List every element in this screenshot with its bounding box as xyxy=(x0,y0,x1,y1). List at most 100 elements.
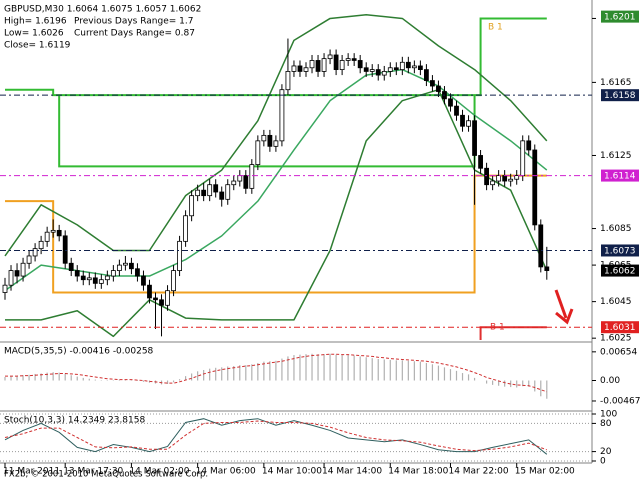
candle-body xyxy=(478,155,483,169)
candle-body xyxy=(110,270,116,277)
candle-body xyxy=(171,270,176,292)
candle-body xyxy=(147,284,152,299)
candle-body xyxy=(508,178,514,182)
candle-body xyxy=(411,65,417,69)
candle-body xyxy=(309,60,315,69)
level-box xyxy=(601,321,639,334)
candle-body xyxy=(38,240,44,250)
candle-body xyxy=(219,191,225,200)
level-label: 1.6158 xyxy=(604,91,636,101)
candle-body xyxy=(92,277,98,284)
copyright: FX2b, © 2001-2010 MetaQuotes Software Co… xyxy=(4,470,208,480)
candle-body xyxy=(116,264,122,271)
candle-body xyxy=(448,98,453,107)
candle-body xyxy=(532,149,538,226)
candle-body xyxy=(195,189,201,197)
candle-body xyxy=(44,231,50,242)
candle-body xyxy=(472,120,477,156)
candle-body xyxy=(315,60,321,72)
candle-body xyxy=(14,270,20,277)
candle-body xyxy=(363,67,369,72)
x-tick-label: 14 Mar 02:00 xyxy=(129,467,189,477)
chart-header: GBPUSD,M30 1.6064 1.6075 1.6057 1.6062 xyxy=(4,5,201,15)
candle-body xyxy=(351,58,357,61)
candle-body xyxy=(141,275,146,286)
candle-body xyxy=(526,140,532,151)
candle-body xyxy=(2,284,8,293)
x-tick-label: 15 Mar 02:00 xyxy=(515,467,575,477)
y-tick-label: 0.00654 xyxy=(600,347,637,357)
candle-body xyxy=(423,69,429,81)
candle-body xyxy=(399,61,405,71)
level-label: 1.6073 xyxy=(604,246,636,256)
candle-body xyxy=(291,65,297,72)
candle-body xyxy=(393,67,399,70)
candle-body xyxy=(436,85,441,92)
candle-body xyxy=(80,275,86,281)
candle-body xyxy=(514,175,520,180)
x-tick-label: 13 Mar 17:30 xyxy=(63,467,123,477)
candle-body xyxy=(165,290,170,306)
candle-body xyxy=(460,114,465,127)
candle-body xyxy=(123,262,128,266)
candle-body xyxy=(68,262,74,271)
level-label: 1.6114 xyxy=(604,172,636,182)
y-tick-label: 1.6125 xyxy=(600,151,632,161)
range-label: B 1 xyxy=(488,23,503,33)
candle-body xyxy=(454,105,459,116)
candle-body xyxy=(98,279,104,284)
candle-body xyxy=(129,262,134,270)
y-tick-label: -0.00467 xyxy=(600,396,640,406)
y-tick-label: 80 xyxy=(600,419,612,429)
x-tick-label: 14 Mar 10:00 xyxy=(262,467,322,477)
candle-body xyxy=(387,67,393,72)
y-tick-label: 100 xyxy=(600,410,617,420)
candle-body xyxy=(32,248,38,257)
candle-body xyxy=(484,167,490,186)
level-box xyxy=(601,244,639,257)
candle-body xyxy=(237,175,243,182)
candle-body xyxy=(417,65,423,70)
candle-body xyxy=(405,61,411,69)
candle-body xyxy=(104,275,110,281)
candle-body xyxy=(62,235,68,264)
candle-body xyxy=(544,266,550,271)
candle-body xyxy=(189,195,195,217)
candle-body xyxy=(502,175,508,182)
candle-body xyxy=(339,60,345,71)
candle-body xyxy=(231,180,237,186)
candle-body xyxy=(490,180,496,186)
annotation: Close= 1.6119 xyxy=(4,41,71,51)
candle-body xyxy=(213,184,219,193)
level-label: 1.6062 xyxy=(604,267,636,277)
candle-body xyxy=(496,175,502,182)
candle-body xyxy=(369,69,375,72)
candle-body xyxy=(56,229,62,237)
candle-body xyxy=(345,58,351,61)
panel-title: Stoch(10,3,3) 14.2349 23.8158 xyxy=(4,416,145,426)
candle-body xyxy=(201,189,207,197)
bollinger-band xyxy=(4,14,548,257)
x-tick-label: 11 Mar 2011 xyxy=(3,467,60,477)
stoch-line xyxy=(4,418,548,455)
annotation: Previous Days Range= 1.7 xyxy=(74,17,193,27)
y-tick-label: 1.6045 xyxy=(600,297,632,307)
candle-body xyxy=(285,71,291,91)
candle-body xyxy=(538,224,544,268)
level-label: 1.6201 xyxy=(604,13,636,23)
panel-title: MACD(5,35,5) -0.00416 -0.00258 xyxy=(4,347,154,357)
candle-body xyxy=(86,277,92,281)
annotation: Current Days Range= 0.87 xyxy=(74,29,195,39)
x-tick-label: 14 Mar 06:00 xyxy=(196,467,256,477)
candle-body xyxy=(135,268,140,277)
range-label: B 1 xyxy=(490,323,505,333)
candle-body xyxy=(243,175,249,189)
down-arrow xyxy=(554,289,574,325)
level-box xyxy=(601,10,639,23)
candle-body xyxy=(255,140,261,166)
candle-body xyxy=(50,229,56,233)
candle-body xyxy=(177,240,182,271)
candle-body xyxy=(466,120,471,127)
candle-body xyxy=(273,140,279,147)
